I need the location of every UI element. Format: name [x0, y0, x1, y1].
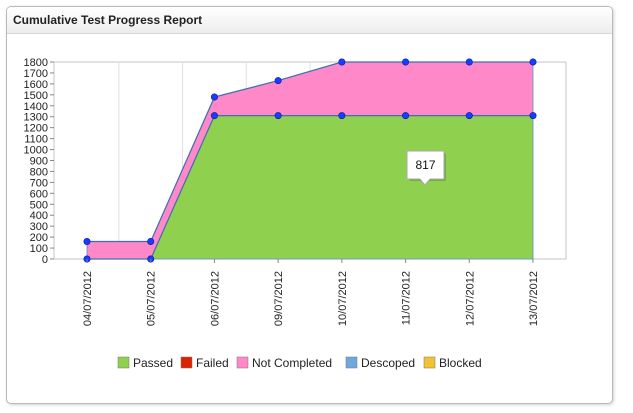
point-not-completed	[274, 77, 282, 85]
panel-header: Cumulative Test Progress Report	[7, 7, 612, 34]
x-tick-label: 10/07/2012	[337, 271, 349, 326]
legend-swatch-passed	[117, 356, 130, 369]
point-not-completed	[147, 237, 155, 245]
legend-label-blocked: Blocked	[439, 356, 482, 370]
legend-label-not-completed: Not Completed	[252, 356, 332, 370]
point-passed	[402, 112, 410, 120]
point-passed	[338, 112, 346, 120]
y-tick-label: 600	[30, 188, 48, 200]
y-tick-label: 300	[30, 221, 48, 233]
legend-label-descoped: Descoped	[361, 356, 415, 370]
point-passed	[210, 112, 218, 120]
y-tick-label: 1300	[24, 112, 48, 124]
line-passed	[87, 115, 533, 260]
legend-swatch-not-completed	[236, 356, 249, 369]
y-tick-label: 0	[42, 254, 48, 266]
tooltip-text: 817	[415, 158, 435, 172]
point-not-completed	[465, 58, 473, 66]
x-tick-label: 11/07/2012	[401, 271, 413, 325]
legend-swatch-descoped	[345, 356, 358, 369]
y-tick-label: 700	[30, 177, 48, 189]
point-passed	[529, 112, 537, 120]
y-tick-label: 1600	[24, 79, 48, 91]
legend-swatch-failed	[180, 356, 193, 369]
x-tick-label: 05/07/2012	[146, 271, 158, 326]
point-not-completed	[83, 237, 91, 245]
point-not-completed	[210, 93, 218, 101]
point-not-completed	[338, 58, 346, 66]
y-tick-label: 800	[30, 166, 48, 178]
legend-swatch-blocked	[423, 356, 436, 369]
point-passed	[274, 112, 282, 120]
y-tick-label: 1100	[24, 134, 48, 146]
point-not-completed	[529, 58, 537, 66]
y-tick-label: 1200	[24, 123, 48, 135]
legend-label-passed: Passed	[133, 356, 173, 370]
y-tick-label: 500	[30, 199, 48, 211]
y-tick-label: 900	[30, 156, 48, 168]
y-tick-label: 1800	[24, 57, 48, 69]
y-tick-label: 1500	[24, 90, 48, 102]
y-tick-label: 400	[30, 210, 48, 222]
point-passed	[465, 112, 473, 120]
y-tick-label: 1400	[24, 101, 48, 113]
y-tick-label: 100	[30, 243, 48, 255]
x-tick-label: 13/07/2012	[528, 271, 540, 326]
line-not-completed	[87, 61, 533, 243]
tooltip-box	[406, 150, 445, 186]
panel-title: Cumulative Test Progress Report	[13, 13, 203, 27]
x-tick-label: 04/07/2012	[82, 271, 94, 326]
y-tick-label: 200	[30, 232, 48, 244]
x-tick-label: 12/07/2012	[464, 271, 476, 326]
x-tick-label: 09/07/2012	[273, 271, 285, 326]
x-tick-label: 06/07/2012	[209, 271, 221, 326]
point-not-completed	[402, 58, 410, 66]
legend-label-failed: Failed	[196, 356, 229, 370]
y-tick-label: 1000	[24, 145, 48, 157]
y-tick-label: 1700	[24, 68, 48, 80]
